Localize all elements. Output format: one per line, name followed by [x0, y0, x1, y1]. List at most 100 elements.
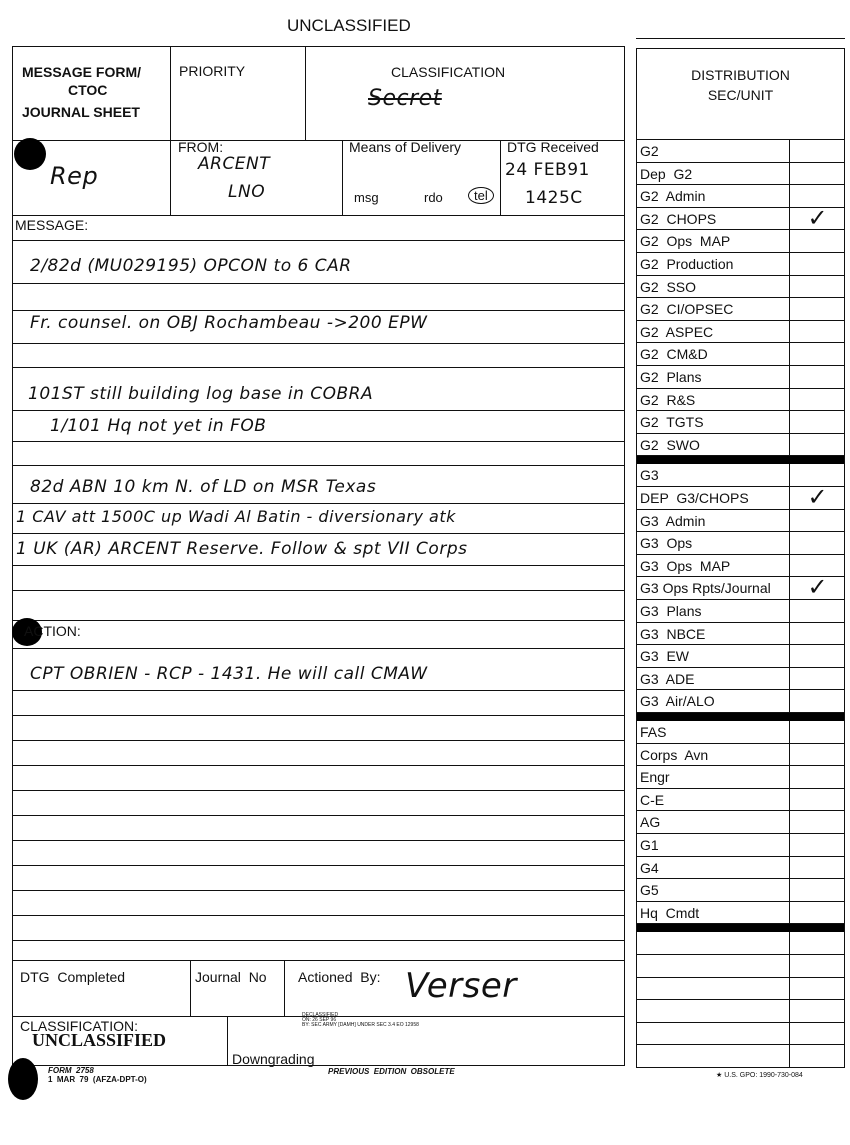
- distribution-row: G2: [637, 140, 844, 163]
- distribution-row: G3 Admin: [637, 509, 845, 533]
- distribution-row: G2 R&S: [637, 388, 845, 412]
- distribution-row-label: G3 ADE: [640, 670, 695, 687]
- distribution-row-label: Engr: [640, 769, 670, 786]
- divider: [284, 960, 285, 1016]
- distribution-row: Hq Cmdt: [637, 901, 845, 925]
- distribution-checkbox[interactable]: [789, 901, 845, 924]
- distribution-checkbox[interactable]: [789, 788, 845, 811]
- distribution-checkbox[interactable]: [789, 622, 845, 645]
- distribution-checkbox[interactable]: [789, 185, 845, 208]
- distribution-checkbox[interactable]: [789, 834, 845, 856]
- message-form: [12, 46, 625, 1066]
- distribution-row: Corps Avn: [637, 743, 845, 767]
- distribution-checkbox[interactable]: [789, 977, 845, 1000]
- means-option-rdo[interactable]: rdo: [424, 190, 443, 205]
- distribution-row: G2 CM&D: [637, 343, 844, 366]
- divider: [12, 1016, 624, 1017]
- distribution-subtitle: SEC/UNIT: [707, 87, 774, 103]
- distribution-row: G2 SWO: [637, 433, 845, 457]
- distribution-row: AG: [637, 811, 844, 834]
- message-line: 101ST still building log base in COBRA: [28, 384, 374, 404]
- distribution-checkbox[interactable]: [789, 464, 845, 487]
- divider: [227, 1016, 228, 1066]
- distribution-row: G3: [637, 464, 844, 487]
- distribution-checkbox[interactable]: [789, 667, 845, 690]
- line: [12, 310, 624, 311]
- distribution-row: G2 CHOPS ✓: [637, 206, 845, 231]
- distribution-checkbox[interactable]: [789, 766, 845, 789]
- line: [12, 590, 624, 591]
- distribution-checkbox[interactable]: [789, 532, 845, 555]
- distribution-row: Dep G2: [637, 162, 845, 186]
- check-mark-icon[interactable]: ✓: [789, 486, 845, 510]
- distribution-row-label: G2 SSO: [640, 278, 697, 295]
- distribution-row-label: G3 Air/ALO: [640, 693, 715, 710]
- distribution-checkbox[interactable]: [789, 298, 845, 321]
- distribution-checkbox[interactable]: [789, 253, 845, 275]
- distribution-row: G3 Plans: [637, 600, 844, 623]
- check-mark-icon[interactable]: ✓: [789, 206, 845, 230]
- action-line: CPT OBRIEN - RCP - 1431. He will call CM…: [30, 664, 428, 684]
- distribution-checkbox[interactable]: [789, 932, 845, 955]
- distribution-row: G2 SSO: [637, 275, 845, 299]
- distribution-row: G5: [637, 879, 844, 902]
- line: [12, 765, 624, 766]
- distribution-checkbox[interactable]: [789, 230, 845, 253]
- distribution-checkbox[interactable]: [789, 1022, 845, 1045]
- distribution-checkbox[interactable]: [789, 856, 845, 879]
- distribution-checkbox[interactable]: [789, 955, 845, 977]
- edition-note: PREVIOUS EDITION OBSOLETE: [328, 1067, 455, 1076]
- distribution-row: [637, 1045, 844, 1068]
- distribution-checkbox[interactable]: [789, 509, 845, 532]
- distribution-row: Engr: [637, 766, 844, 789]
- distribution-row: G2 Plans: [637, 366, 844, 389]
- distribution-checkbox[interactable]: [789, 320, 845, 343]
- distribution-checkbox[interactable]: [789, 879, 845, 902]
- distribution-checkbox[interactable]: [789, 645, 845, 668]
- message-label: MESSAGE:: [15, 217, 89, 233]
- distribution-checkbox[interactable]: [789, 721, 845, 743]
- distribution-row: G3 EW: [637, 645, 844, 668]
- distribution-checkbox[interactable]: [789, 743, 845, 766]
- line: [12, 890, 624, 891]
- distribution-checkbox[interactable]: [789, 366, 845, 388]
- divider: [637, 139, 844, 140]
- classification-value: Secret: [368, 86, 442, 111]
- means-option-msg[interactable]: msg: [354, 190, 379, 205]
- distribution-row: G2 TGTS: [637, 411, 844, 434]
- distribution-checkbox[interactable]: [789, 433, 845, 456]
- distribution-checkbox[interactable]: [789, 343, 845, 366]
- distribution-checkbox[interactable]: [789, 1045, 845, 1068]
- distribution-checkbox[interactable]: [789, 554, 845, 577]
- distribution-checkbox[interactable]: [789, 811, 845, 834]
- distribution-checkbox[interactable]: [789, 411, 845, 434]
- distribution-checkbox[interactable]: [789, 1000, 845, 1023]
- means-option-tel[interactable]: tel: [468, 187, 494, 204]
- distribution-checkbox[interactable]: [789, 275, 845, 298]
- dtg-received-time: 1425C: [525, 188, 583, 208]
- line: [12, 815, 624, 816]
- distribution-checkbox[interactable]: [789, 162, 845, 185]
- distribution-checkbox[interactable]: [789, 388, 845, 411]
- distribution-row-label: Dep G2: [640, 165, 693, 182]
- top-classification-marking: UNCLASSIFIED: [287, 16, 411, 35]
- divider: [12, 960, 624, 961]
- distribution-checkbox[interactable]: [789, 690, 845, 713]
- distribution-checkbox[interactable]: [789, 600, 845, 622]
- classification-footer-value: UNCLASSIFIED: [32, 1030, 167, 1050]
- distribution-checkbox[interactable]: [789, 140, 845, 162]
- from-label: FROM:: [178, 139, 224, 155]
- declass-line: BY: SEC ARMY [DAMH] UNDER SEC 3.4 EO 129…: [302, 1022, 419, 1028]
- check-mark-icon[interactable]: ✓: [789, 576, 845, 600]
- form-title-line-1: MESSAGE FORM/: [22, 64, 142, 80]
- line: [12, 367, 624, 368]
- actioned-by-signature: Verser: [405, 966, 517, 1006]
- distribution-panel: DISTRIBUTION SEC/UNIT G2 Dep G2 G2 Admin G2…: [636, 48, 845, 1068]
- message-line: 1 UK (AR) ARCENT Reserve. Follow & spt V…: [16, 539, 468, 559]
- dtg-completed-label: DTG Completed: [20, 969, 126, 985]
- actioned-by-label: Actioned By:: [298, 969, 381, 985]
- form-title-line-3: JOURNAL SHEET: [22, 104, 140, 120]
- section-divider-bar: [637, 924, 844, 933]
- distribution-row: G2 Production: [637, 253, 844, 276]
